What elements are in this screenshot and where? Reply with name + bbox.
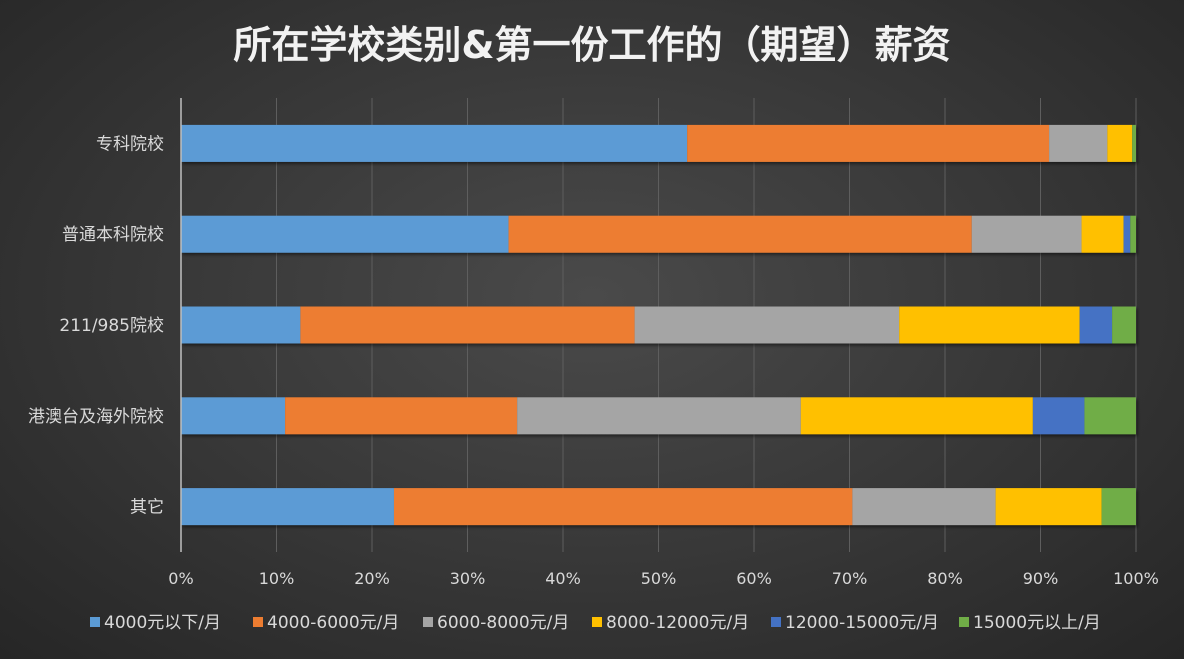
category-label: 其它: [130, 498, 164, 518]
bar-segment: [1032, 397, 1085, 435]
bar-segment: [971, 215, 1082, 253]
x-tick-labels: 0% 10% 20% 30% 40% 50% 60% 70% 80% 90% 100%: [168, 569, 1159, 588]
legend-swatch: [90, 617, 100, 627]
x-tick-label: 100%: [1113, 569, 1159, 588]
legend-label: 12000-15000元/月: [785, 613, 939, 633]
bar-segment: [181, 215, 509, 253]
x-tick-label: 20%: [354, 569, 390, 588]
x-tick-label: 80%: [927, 569, 963, 588]
bar-segment: [1130, 215, 1136, 253]
category-label: 港澳台及海外院校: [28, 407, 164, 427]
bar-segment: [1123, 215, 1131, 253]
bar-group: [181, 488, 1136, 526]
bar-segment: [852, 488, 996, 526]
bars: [181, 124, 1136, 526]
x-tick-label: 0%: [168, 569, 193, 588]
bar-segment: [508, 215, 972, 253]
bar-segment: [1084, 397, 1136, 435]
x-tick-label: 70%: [832, 569, 868, 588]
bar-segment: [1049, 124, 1108, 162]
bar-group: [181, 306, 1136, 344]
legend-swatch: [253, 617, 263, 627]
bar-segment: [300, 306, 635, 344]
bar-segment: [1101, 488, 1136, 526]
category-label: 211/985院校: [59, 316, 164, 336]
bar-segment: [393, 488, 853, 526]
bar-segment: [285, 397, 518, 435]
x-tick-label: 30%: [450, 569, 486, 588]
x-tick-label: 50%: [641, 569, 677, 588]
legend-label: 15000元以上/月: [973, 613, 1101, 633]
legend-label: 4000元以下/月: [104, 613, 221, 633]
legend-label: 8000-12000元/月: [606, 613, 749, 633]
x-tick-label: 60%: [736, 569, 772, 588]
bar-segment: [181, 397, 286, 435]
bar-segment: [995, 488, 1102, 526]
bar-segment: [181, 306, 301, 344]
category-label: 专科院校: [96, 134, 164, 154]
bar-group: [181, 124, 1136, 162]
chart-title: 所在学校类别&第一份工作的（期望）薪资: [233, 23, 950, 67]
bar-segment: [1112, 306, 1136, 344]
legend: 4000元以下/月 4000-6000元/月 6000-8000元/月 8000-12…: [90, 613, 1101, 633]
bar-segment: [517, 397, 801, 435]
legend-label: 4000-6000元/月: [267, 613, 399, 633]
bar-segment: [1132, 124, 1136, 162]
bar-group: [181, 215, 1136, 253]
bar-segment: [687, 124, 1050, 162]
bar-segment: [634, 306, 900, 344]
bar-segment: [1107, 124, 1133, 162]
legend-swatch: [592, 617, 602, 627]
bar-segment: [800, 397, 1033, 435]
bar-segment: [899, 306, 1080, 344]
bar-group: [181, 397, 1136, 435]
legend-swatch: [771, 617, 781, 627]
bar-segment: [1081, 215, 1124, 253]
x-tick-label: 40%: [545, 569, 581, 588]
x-tick-label: 10%: [259, 569, 295, 588]
legend-swatch: [423, 617, 433, 627]
legend-swatch: [959, 617, 969, 627]
legend-label: 6000-8000元/月: [437, 613, 569, 633]
x-tick-label: 90%: [1023, 569, 1059, 588]
bar-segment: [181, 488, 394, 526]
category-label: 普通本科院校: [62, 225, 164, 245]
bar-segment: [181, 124, 688, 162]
bar-segment: [1079, 306, 1113, 344]
